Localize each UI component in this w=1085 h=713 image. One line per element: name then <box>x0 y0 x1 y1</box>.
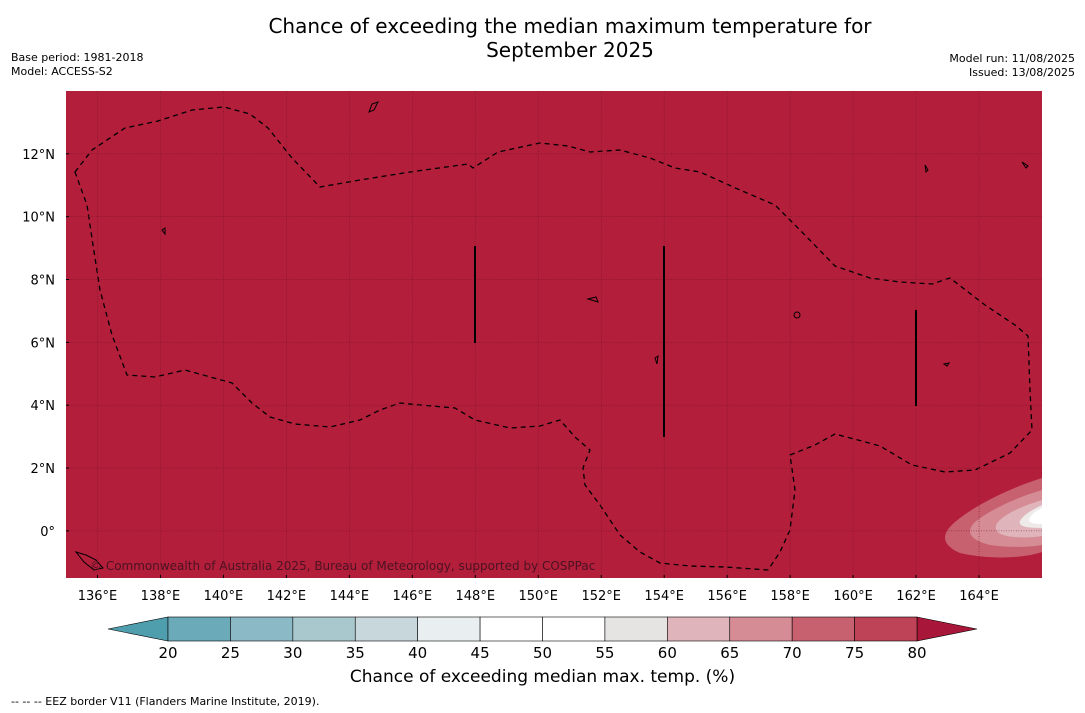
colorbar-tick-label: 35 <box>346 644 365 662</box>
title-line-1: Chance of exceeding the median maximum t… <box>268 14 872 38</box>
model-name: Model: ACCESS-S2 <box>11 65 113 78</box>
lon-tick-label: 152°E <box>581 589 621 604</box>
colorbar-tick-label: 50 <box>533 644 552 662</box>
issued-date: Issued: 13/08/2025 <box>968 66 1075 79</box>
island <box>586 296 599 303</box>
colorbar: 20 25 30 35 40 45 50 55 60 65 70 75 80 <box>107 616 978 662</box>
colorbar-segment <box>167 616 231 642</box>
lat-tick-label: 8°N <box>31 274 56 289</box>
map-background <box>66 91 1042 578</box>
lon-tick-label: 150°E <box>518 589 558 604</box>
colorbar-tick-label: 40 <box>408 644 427 662</box>
longitude-labels: 136°E 138°E 140°E 142°E 144°E 146°E 148°E 150°E… <box>78 589 999 604</box>
colorbar-segment <box>292 616 356 642</box>
colorbar-segment <box>354 616 418 642</box>
island <box>74 551 104 571</box>
colorbar-segment <box>479 616 543 642</box>
colorbar-segment <box>729 616 793 642</box>
island <box>924 164 929 174</box>
lon-tick-label: 160°E <box>833 589 873 604</box>
lat-tick-label: 12°N <box>22 148 55 163</box>
lat-tick-label: 2°N <box>31 462 56 477</box>
latitude-labels: 12°N 10°N 8°N 6°N 4°N 2°N 0° <box>22 148 55 540</box>
eez-legend-note: -- -- -- EEZ border V11 (Flanders Marine… <box>11 695 320 708</box>
map-features: © Commonwealth of Australia 2025, Bureau… <box>66 91 1042 578</box>
colorbar-segment <box>604 616 668 642</box>
colorbar-segment <box>667 616 731 642</box>
run-info: Model run: 11/08/2025 Issued: 13/08/2025 <box>949 52 1075 80</box>
colorbar-tick-label: 25 <box>221 644 240 662</box>
colorbar-tick-label: 30 <box>283 644 302 662</box>
colorbar-tick-label: 60 <box>658 644 677 662</box>
colorbar-tick-label: 65 <box>720 644 739 662</box>
colorbar-tick-label: 75 <box>845 644 864 662</box>
colorbar-tick-label: 70 <box>783 644 802 662</box>
lon-tick-label: 162°E <box>896 589 936 604</box>
colorbar-segment <box>417 616 481 642</box>
island <box>368 101 379 113</box>
lat-tick-label: 6°N <box>31 336 56 351</box>
colorbar-segment <box>230 616 294 642</box>
colorbar-tick-label: 80 <box>907 644 926 662</box>
lon-tick-label: 156°E <box>707 589 747 604</box>
colorbar-segment <box>542 616 606 642</box>
lon-tick-label: 140°E <box>204 589 244 604</box>
lon-tick-label: 148°E <box>456 589 496 604</box>
lat-tick-label: 4°N <box>31 399 56 414</box>
colorbar-segments <box>167 616 918 642</box>
colorbar-over-arrow <box>916 616 978 642</box>
colorbar-segment <box>854 616 918 642</box>
lon-tick-label: 136°E <box>78 589 118 604</box>
island <box>942 362 951 367</box>
lon-tick-label: 142°E <box>267 589 307 604</box>
colorbar-labels: 20 25 30 35 40 45 50 55 60 65 70 75 80 <box>158 644 926 662</box>
colorbar-under-arrow <box>107 616 169 642</box>
lon-tick-label: 144°E <box>330 589 370 604</box>
lon-tick-label: 146°E <box>393 589 433 604</box>
island <box>161 227 166 236</box>
copyright-note: © Commonwealth of Australia 2025, Bureau… <box>90 559 595 573</box>
lon-tick-label: 154°E <box>644 589 684 604</box>
model-run: Model run: 11/08/2025 <box>949 52 1075 65</box>
contour-50 <box>1029 508 1042 524</box>
map-title: Chance of exceeding the median maximum t… <box>0 14 1085 62</box>
eez-border <box>74 106 1033 571</box>
colorbar-label: Chance of exceeding median max. temp. (%… <box>349 667 736 687</box>
lat-tick-label: 0° <box>40 525 55 540</box>
lat-tick-label: 10°N <box>22 211 55 226</box>
colorbar-segment <box>791 616 855 642</box>
lon-tick-label: 164°E <box>959 589 999 604</box>
contour-60 <box>995 500 1042 538</box>
base-period: Base period: 1981-2018 <box>11 51 144 64</box>
island <box>793 311 801 319</box>
title-line-2: September 2025 <box>486 38 654 62</box>
island <box>654 354 659 365</box>
base-info: Base period: 1981-2018 Model: ACCESS-S2 <box>11 51 143 79</box>
colorbar-tick-label: 20 <box>158 644 177 662</box>
island <box>1021 161 1029 169</box>
colorbar-tick-label: 55 <box>595 644 614 662</box>
tick-marks <box>66 153 980 578</box>
colorbar-tick-label: 45 <box>471 644 490 662</box>
lon-tick-label: 158°E <box>770 589 810 604</box>
lon-tick-label: 138°E <box>141 589 181 604</box>
